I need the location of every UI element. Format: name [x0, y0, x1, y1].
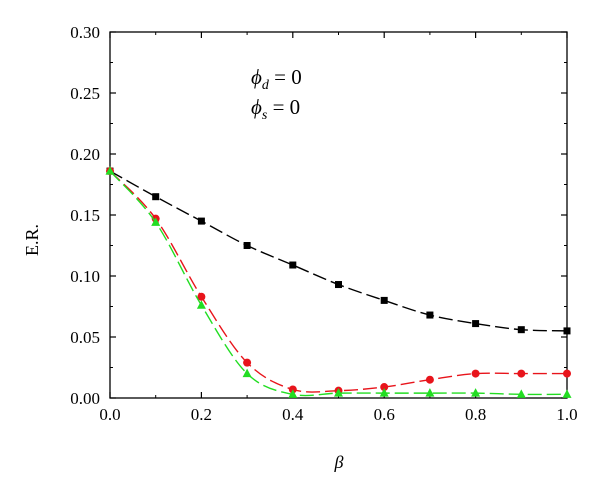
data-point-circle: [243, 358, 252, 367]
data-point-square: [152, 193, 160, 201]
data-point-triangle: [516, 389, 526, 398]
annotation-phi-d: ϕd = 0: [251, 65, 302, 93]
plot-area: [109, 31, 568, 399]
y-tick-label: 0.20: [70, 145, 100, 164]
data-point-triangle: [288, 389, 298, 398]
x-axis-label: β: [334, 452, 344, 472]
series-triangle: [105, 166, 572, 398]
data-point-circle: [425, 375, 434, 384]
x-tick-label: 0.8: [465, 405, 486, 424]
y-tick-label: 0.25: [70, 84, 100, 103]
data-point-triangle: [471, 388, 481, 397]
svg-text:ϕs = 0: ϕs = 0: [251, 95, 300, 123]
data-point-triangle: [562, 389, 572, 398]
data-point-square: [563, 327, 571, 335]
data-point-circle: [563, 369, 571, 378]
axis-ticks: 0.0 0.2 0.4 0.6 0.8 1.0 0.00 0.05 0.10 0.15 0.20 0.…: [70, 23, 577, 424]
data-point-square: [380, 296, 388, 304]
data-point-square: [472, 320, 480, 328]
plot-frame: [109, 31, 568, 399]
data-point-triangle: [425, 388, 435, 397]
series-circle: [106, 167, 571, 395]
data-point-square: [426, 311, 434, 319]
y-axis-label: E.R.: [22, 224, 42, 256]
data-point-circle: [471, 369, 480, 378]
data-point-triangle: [242, 368, 252, 378]
data-point-triangle: [151, 217, 161, 226]
series-line-triangle: [109, 170, 568, 397]
series-line-circle: [109, 170, 567, 393]
svg-text:ϕd = 0: ϕd = 0: [251, 65, 302, 93]
x-tick-label: 0.2: [191, 405, 212, 424]
data-point-square: [517, 326, 525, 334]
x-tick-label: 0.4: [282, 405, 304, 424]
x-tick-label: 0.6: [374, 405, 395, 424]
data-point-circle: [517, 369, 526, 378]
data-point-triangle: [379, 388, 389, 397]
annotation-phi-s: ϕs = 0: [251, 95, 300, 123]
data-point-circle: [197, 292, 206, 301]
data-point-square: [243, 242, 251, 249]
y-tick-label: 0.05: [70, 328, 100, 347]
x-tick-label: 0.0: [99, 405, 120, 424]
data-point-square: [197, 217, 205, 225]
data-point-triangle: [334, 388, 343, 397]
series-line-square: [109, 170, 568, 332]
data-point-square: [289, 261, 297, 269]
y-tick-label: 0.15: [70, 206, 100, 225]
y-tick-label: 0.00: [70, 389, 100, 408]
data-point-triangle: [105, 166, 115, 175]
y-tick-label: 0.30: [70, 23, 100, 42]
data-point-triangle: [196, 300, 206, 309]
data-point-square: [335, 281, 342, 289]
data-point-circle: [380, 383, 389, 392]
y-tick-label: 0.10: [70, 267, 100, 286]
x-tick-label: 1.0: [556, 405, 577, 424]
series-layer: [105, 166, 572, 398]
